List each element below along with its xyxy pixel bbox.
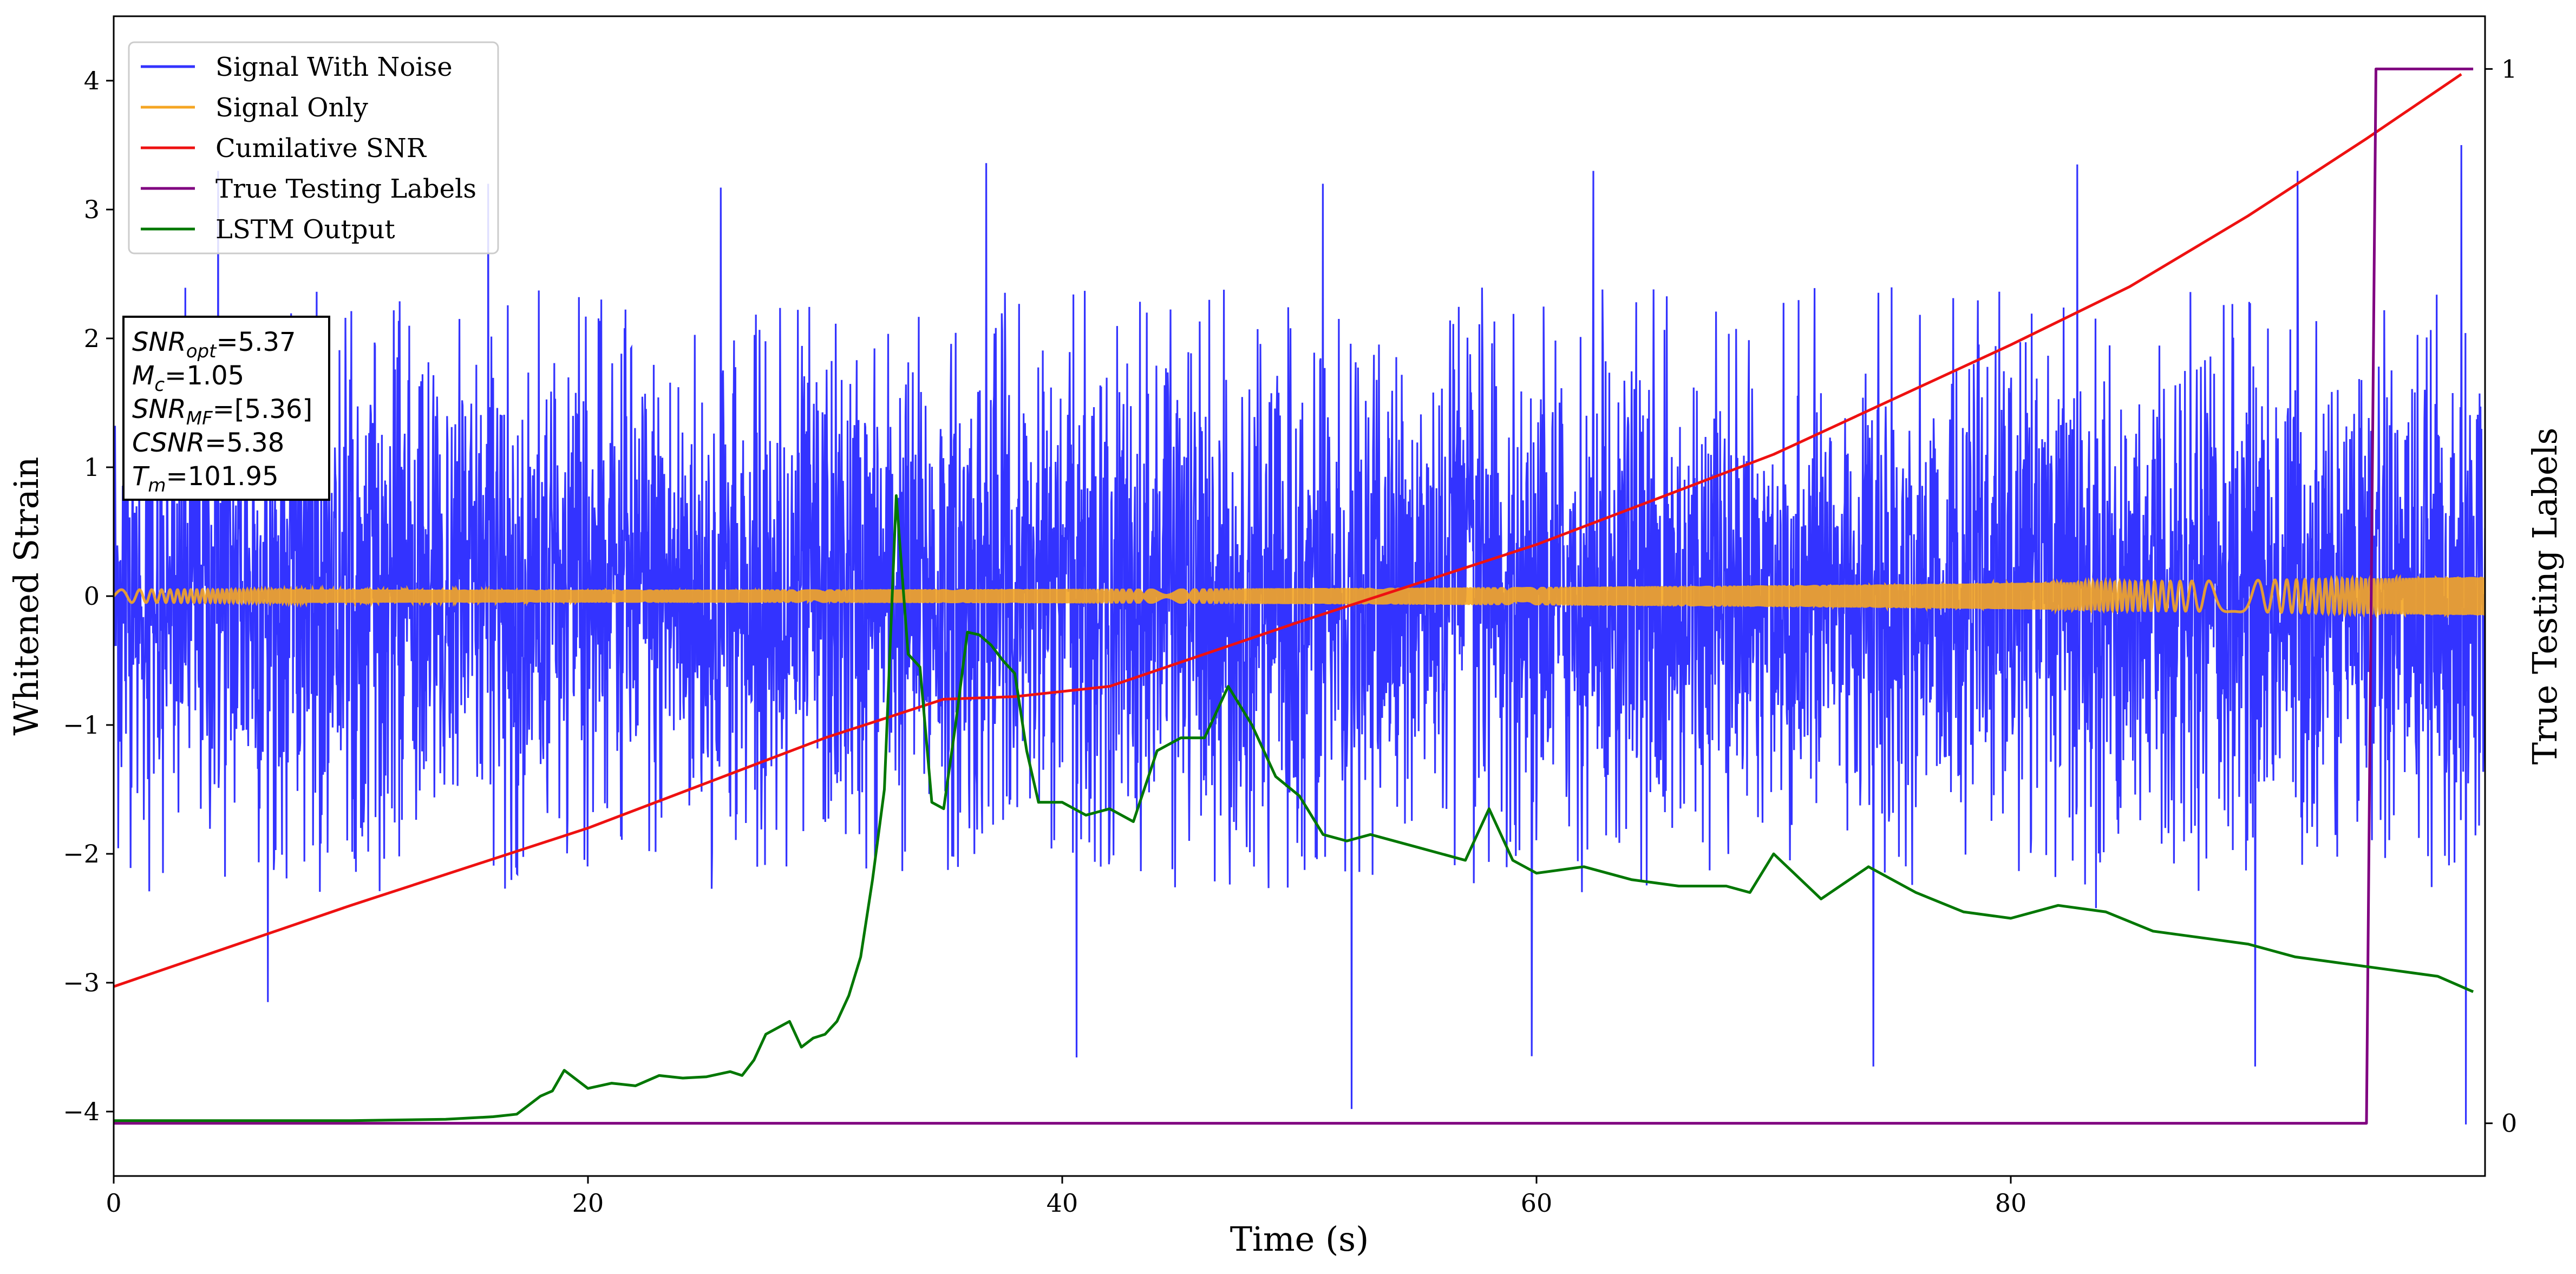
x-tick-label: 40: [1047, 1188, 1078, 1218]
series-signal-with-noise: [114, 145, 2485, 1125]
x-tick-label: 20: [572, 1188, 604, 1218]
y-tick-label: −3: [63, 968, 100, 997]
y-tick-label: 4: [84, 66, 100, 95]
series-cumulative-snr: [114, 73, 2462, 988]
series-signal-only: [114, 573, 2485, 619]
legend-box: [128, 41, 499, 254]
y-right-tick-label: 1: [2501, 54, 2517, 83]
y-tick-label: −2: [63, 839, 100, 868]
y-axis-title: Whitened Strain: [6, 457, 46, 736]
series-lstm-output: [114, 494, 2474, 1122]
annotation-line: SNRMF=[5.36]: [132, 394, 312, 429]
legend-entry: True Testing Labels: [215, 174, 476, 204]
x-tick-label: 0: [106, 1188, 121, 1218]
y-right-tick-label: 0: [2501, 1109, 2517, 1138]
x-axis-title: Time (s): [1230, 1219, 1369, 1259]
legend-entry: LSTM Output: [215, 214, 395, 245]
plot-area: [114, 67, 2485, 1125]
annotation-line: CSNR=5.38: [132, 428, 284, 458]
y-tick-label: −4: [63, 1097, 100, 1126]
legend-entry: Signal Only: [215, 93, 368, 123]
legend-entry: Cumilative SNR: [215, 133, 427, 164]
x-tick-label: 80: [1995, 1188, 2027, 1218]
y-tick-label: 2: [84, 324, 100, 353]
stats-annotation: SNRopt=5.37Mc=1.05SNRMF=[5.36]CSNR=5.38T…: [122, 316, 330, 501]
legend-entry: Signal With Noise: [215, 52, 453, 82]
annotation-line: SNRopt=5.37: [132, 327, 296, 362]
y-tick-label: 3: [84, 195, 100, 224]
series-true-testing-labels: [114, 67, 2474, 1125]
annotation-line: Mc=1.05: [132, 361, 244, 396]
y-tick-label: 1: [84, 453, 100, 482]
annotation-line: Tm=101.95: [132, 461, 279, 496]
x-tick-label: 60: [1521, 1188, 1553, 1218]
y-axis-right-title: True Testing Labels: [2525, 428, 2565, 765]
legend: Signal With Noise Signal Only Cumilative S…: [128, 41, 499, 254]
annotation-box: [122, 316, 330, 501]
y-tick-label: −1: [63, 710, 100, 740]
y-tick-label: 0: [84, 582, 100, 611]
